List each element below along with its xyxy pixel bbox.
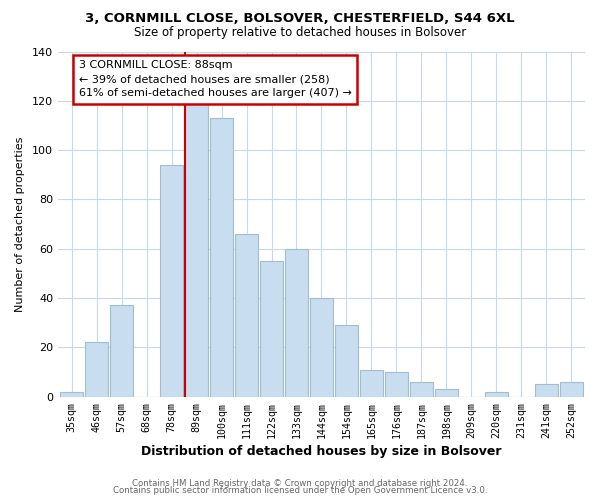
Text: Contains public sector information licensed under the Open Government Licence v3: Contains public sector information licen…	[113, 486, 487, 495]
Bar	[360, 370, 383, 396]
Bar	[210, 118, 233, 396]
Bar	[110, 306, 133, 396]
Bar	[260, 261, 283, 396]
Bar	[85, 342, 108, 396]
Bar	[435, 390, 458, 396]
Y-axis label: Number of detached properties: Number of detached properties	[15, 136, 25, 312]
Bar	[185, 104, 208, 397]
Bar	[310, 298, 333, 396]
Bar	[385, 372, 408, 396]
Bar	[535, 384, 558, 396]
Bar	[410, 382, 433, 396]
Text: Size of property relative to detached houses in Bolsover: Size of property relative to detached ho…	[134, 26, 466, 39]
Text: 3, CORNMILL CLOSE, BOLSOVER, CHESTERFIELD, S44 6XL: 3, CORNMILL CLOSE, BOLSOVER, CHESTERFIEL…	[85, 12, 515, 26]
Bar	[60, 392, 83, 396]
Bar	[560, 382, 583, 396]
Bar	[335, 325, 358, 396]
Bar	[235, 234, 258, 396]
X-axis label: Distribution of detached houses by size in Bolsover: Distribution of detached houses by size …	[141, 444, 502, 458]
Text: 3 CORNMILL CLOSE: 88sqm
← 39% of detached houses are smaller (258)
61% of semi-d: 3 CORNMILL CLOSE: 88sqm ← 39% of detache…	[79, 60, 352, 98]
Bar	[485, 392, 508, 396]
Bar	[160, 165, 183, 396]
Bar	[285, 249, 308, 396]
Text: Contains HM Land Registry data © Crown copyright and database right 2024.: Contains HM Land Registry data © Crown c…	[132, 478, 468, 488]
